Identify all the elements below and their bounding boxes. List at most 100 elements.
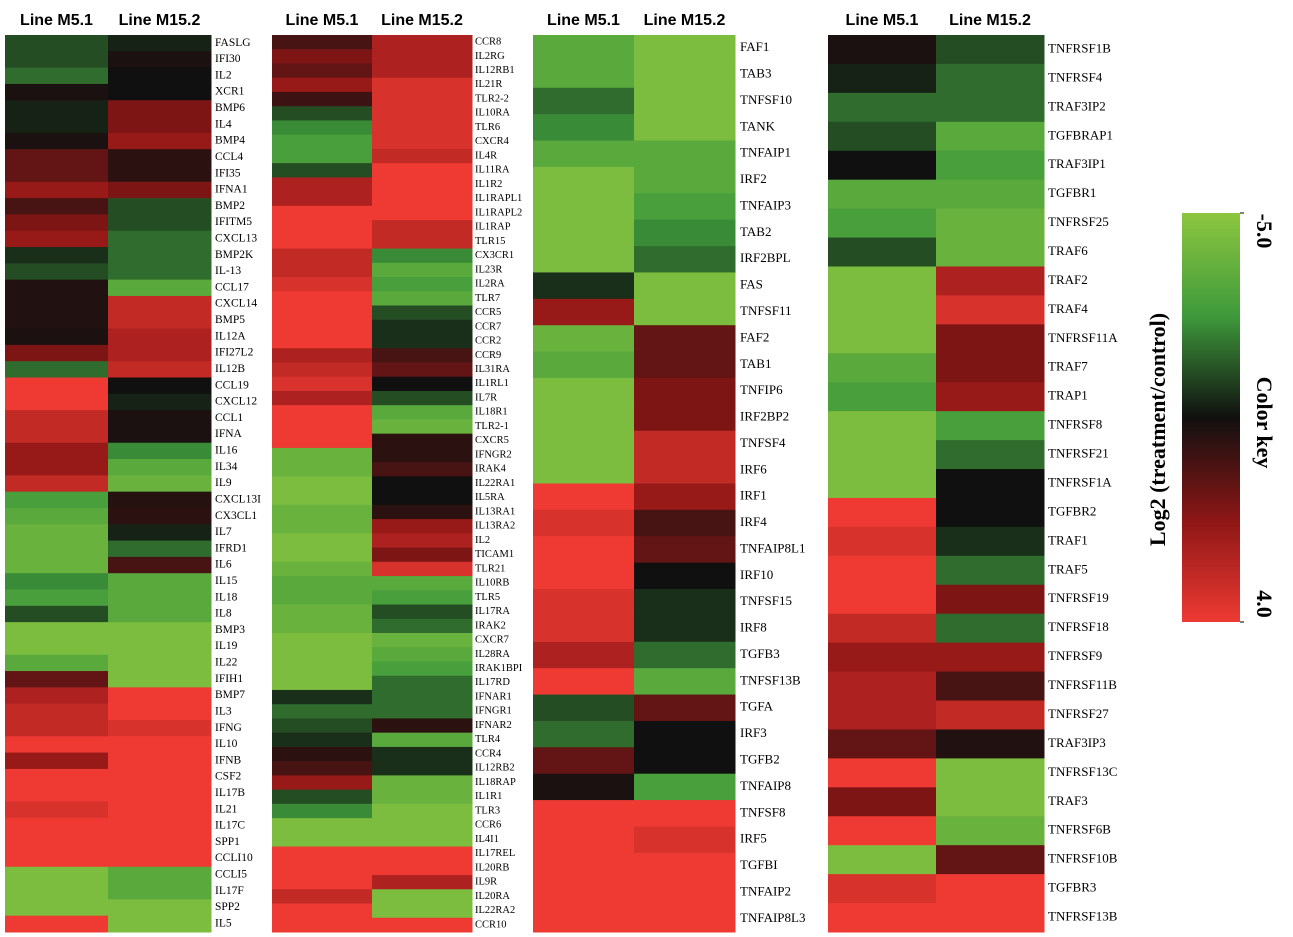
column-header: Line M5.1	[286, 12, 359, 29]
heatmap-cell	[108, 589, 212, 607]
heatmap-cell	[372, 633, 473, 648]
heatmap-cell	[828, 92, 937, 123]
heatmap-cell	[828, 208, 937, 239]
heatmap-cell	[828, 845, 937, 875]
heatmap-cell	[5, 410, 109, 427]
row-label: TLR6	[475, 122, 500, 133]
heatmap-cell	[936, 758, 1045, 788]
heatmap-cell	[634, 773, 736, 801]
row-label: IL1RAP	[475, 222, 511, 233]
row-label: CCLI5	[215, 869, 247, 881]
row-label: CCR7	[475, 321, 501, 332]
row-label: TICAM1	[475, 549, 514, 560]
heatmap-cell	[828, 324, 937, 354]
row-label: TNFAIP8L3	[740, 910, 805, 925]
heatmap-cell	[533, 668, 635, 696]
row-label: IRF4	[740, 514, 767, 529]
row-label: IL22RA2	[475, 905, 515, 916]
heatmap-cell	[372, 704, 473, 719]
row-label: IFNG	[215, 722, 242, 734]
heatmap-cell	[272, 689, 373, 705]
heatmap-cell	[634, 114, 736, 142]
heatmap-cell	[108, 132, 212, 150]
heatmap-cell	[5, 459, 109, 476]
heatmap-cell	[272, 775, 373, 791]
heatmap-cell	[634, 140, 736, 168]
heatmap-cell	[936, 700, 1045, 730]
heatmap-cell	[533, 219, 635, 247]
heatmap-cell	[533, 193, 635, 221]
row-label: TNFRSF1A	[1048, 474, 1112, 489]
heatmap-cell	[272, 433, 373, 449]
heatmap-cell	[533, 615, 635, 643]
heatmap-cell	[634, 35, 736, 62]
heatmap-cell	[936, 874, 1045, 904]
heatmap-cell	[5, 116, 109, 134]
heatmap-cell	[372, 732, 473, 748]
heatmap-cell	[108, 377, 212, 395]
heatmap-cell	[533, 166, 635, 194]
row-label: IRAK1BPI	[475, 663, 523, 674]
row-label: TRAF7	[1048, 359, 1088, 374]
heatmap-cell	[108, 181, 212, 199]
heatmap-cell	[272, 803, 373, 819]
heatmap-cell	[5, 247, 109, 264]
heatmap-cell	[936, 526, 1045, 557]
heatmap-cell	[936, 787, 1045, 817]
heatmap-cell	[634, 694, 736, 722]
heatmap-cell	[5, 850, 109, 868]
column-header: Line M5.1	[20, 12, 93, 29]
heatmap-cell	[372, 504, 473, 520]
row-label: IL12RB2	[475, 763, 515, 774]
heatmap-cell	[272, 618, 373, 634]
heatmap-cell	[272, 120, 373, 136]
heatmap-cell	[828, 469, 937, 499]
heatmap-cell	[272, 917, 373, 933]
row-label: IFNAR2	[475, 720, 512, 731]
heatmap-cell	[5, 768, 109, 786]
heatmap-cell	[272, 348, 373, 363]
heatmap-cell	[272, 832, 373, 848]
heatmap-cell	[5, 915, 109, 933]
heatmap-cell	[634, 404, 736, 432]
heatmap-cell	[634, 483, 736, 511]
heatmap-cell	[108, 198, 212, 215]
heatmap-cell	[828, 758, 937, 788]
row-label: XCR1	[215, 86, 245, 98]
row-label: TGFBR1	[1048, 185, 1096, 200]
row-label: IL17RA	[475, 606, 510, 617]
heatmap-cell	[533, 325, 635, 353]
heatmap-cell	[533, 351, 635, 379]
heatmap-cell	[272, 234, 373, 250]
heatmap-cell	[5, 507, 109, 525]
heatmap-cell	[828, 729, 937, 759]
heatmap-cell	[372, 875, 473, 890]
heatmap-cell	[108, 622, 212, 639]
row-label: TNFSF11	[740, 303, 792, 318]
row-label: IL17F	[215, 885, 244, 897]
heatmap-cell	[272, 305, 373, 321]
heatmap-cell	[108, 866, 212, 884]
row-label: TLR4	[475, 734, 501, 745]
heatmap-cell	[828, 150, 937, 181]
heatmap-cell	[533, 694, 635, 722]
heatmap-cell	[272, 447, 373, 463]
heatmap-cell	[533, 747, 635, 775]
column-header: Line M5.1	[547, 12, 620, 29]
row-label: IL31RA	[475, 364, 510, 375]
heatmap-cell	[533, 114, 635, 142]
heatmap-cell	[108, 654, 212, 672]
heatmap-cell	[272, 77, 373, 93]
heatmap-cell	[272, 91, 373, 107]
heatmap-cell	[372, 220, 473, 235]
heatmap-cell	[936, 671, 1045, 702]
heatmap-cell	[372, 576, 473, 591]
row-label: FAF2	[740, 329, 769, 344]
row-label: IL10RA	[475, 108, 510, 119]
heatmap-cell	[372, 462, 473, 477]
heatmap-cell	[5, 556, 109, 574]
heatmap-cell	[5, 198, 109, 215]
row-label: IRF2BP2	[740, 409, 789, 424]
row-label: IRAK4	[475, 464, 507, 475]
heatmap-cell	[5, 83, 109, 101]
